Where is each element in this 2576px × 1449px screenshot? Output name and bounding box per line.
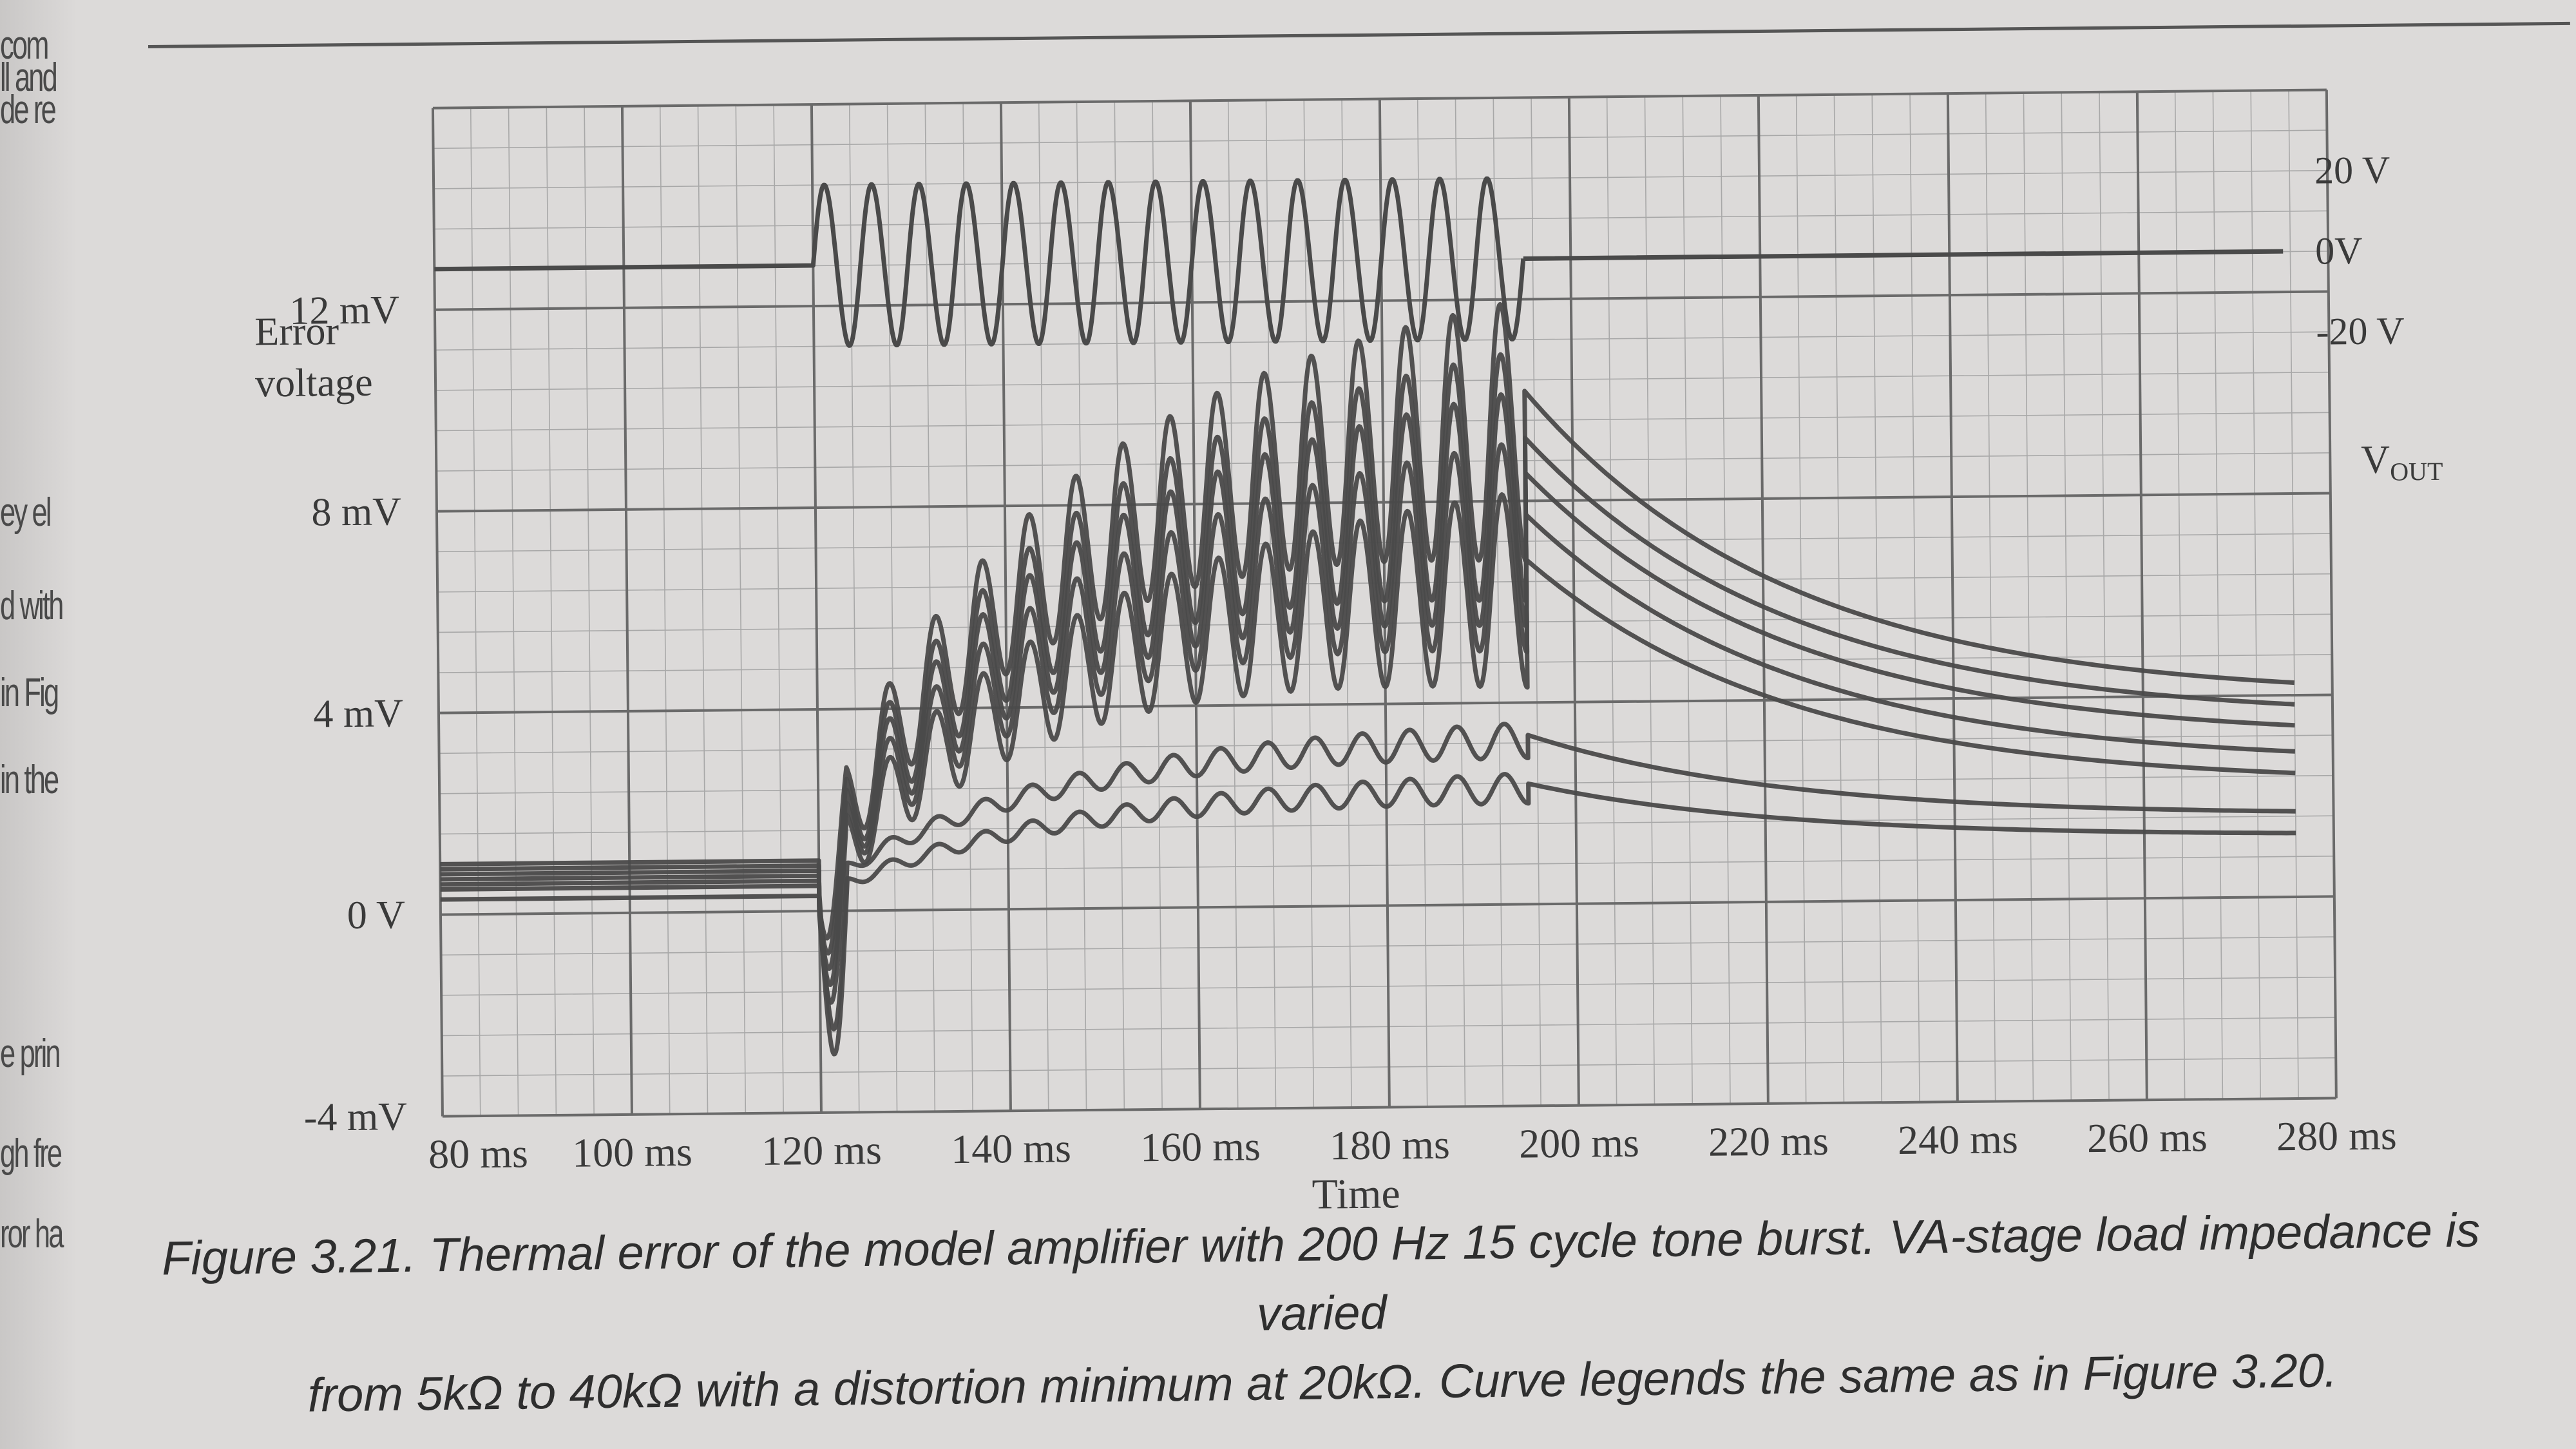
grid-line-major-v [1757,95,1770,1104]
grid-line-major-h [440,895,2334,916]
grid-major [431,88,2338,1118]
grid-line-minor-v [697,105,709,1114]
grid-line-minor-v [2099,91,2110,1100]
error-trace [440,392,2295,971]
grid-line-minor-v [2061,92,2072,1101]
x-tick-label: 140 ms [951,1125,1071,1172]
grid-line-major-v [1567,97,1580,1106]
grid-line-minor-v [508,107,519,1116]
grid-line-minor-v [1909,93,1920,1102]
grid-line-minor-v [962,102,973,1111]
y-tick-label: -4 mV [303,1095,407,1140]
margin-fragment: e prin [0,1032,61,1076]
x-axis-label: Time [1312,1170,1400,1218]
margin-fragment: de re [0,88,57,132]
error-trace [440,772,2296,1057]
x-tick-label: 240 ms [1898,1116,2018,1163]
grid-line-minor-v [2250,90,2262,1099]
grid-line-major-v [2135,91,2148,1100]
y-axis-label-line-1: Error [254,309,339,354]
grid-line-major-h [432,88,2327,110]
margin-fragment: in the [0,758,59,802]
y-tick-label: 12 mV [289,288,399,333]
grid-line-minor-v [1682,96,1693,1105]
grid-line-minor-v [773,104,784,1113]
grid-line-minor-v [1720,95,1731,1104]
grid-line-minor-v [584,106,595,1115]
grid-line-major-v [2325,90,2338,1099]
x-tick-labels: 80 ms 100 ms 120 ms 140 ms 160 ms 180 ms 200 m… [428,1113,2397,1177]
x-tick-label: 260 ms [2087,1114,2208,1161]
grid-line-major-v [431,108,444,1117]
grid-line-minor-v [1303,99,1315,1108]
grid-line-minor-v [659,106,671,1115]
grid-line-minor-v [1833,94,1845,1103]
margin-fragment: gh fre [0,1131,62,1176]
margin-fragment: ey el [0,490,52,535]
x-tick-label: 280 ms [2276,1113,2397,1160]
x-tick-label: 80 ms [428,1130,528,1176]
vout-trace [434,176,2284,348]
grid-line-minor-v [2023,92,2034,1101]
grid-line-major-h [434,290,2329,311]
vout-label: VOUT [2361,437,2443,486]
vout-label-main: V [2361,438,2390,482]
grid-line-minor-v [1644,96,1655,1105]
vout-tick-labels: 20 V 0V -20 V [2314,149,2405,353]
grid-line-minor-v [2174,91,2186,1100]
x-tick-label: 220 ms [1708,1118,1829,1165]
grid-line-minor-v [1455,98,1466,1107]
error-trace [440,302,2295,941]
grid-line-minor-v [1493,97,1504,1106]
x-tick-label: 180 ms [1330,1122,1450,1169]
margin-fragment: ror ha [0,1212,64,1256]
margin-fragment: d with [0,584,64,628]
vout-label-subscript: OUT [2390,457,2443,486]
grid-line-minor-v [924,103,936,1112]
margin-fragment: in Fig [0,671,59,715]
x-tick-label: 200 ms [1519,1120,1639,1167]
grid-line-minor-v [886,103,898,1112]
grid-line-minor-v [1265,100,1277,1109]
grid-line-minor-v [848,104,860,1113]
error-trace [440,722,2296,1032]
grid-line-minor-v [1795,95,1807,1104]
y-tick-label: 4 mV [313,691,403,736]
y-tick-label: 8 mV [311,490,401,534]
error-trace [440,492,2296,1005]
grid-line-minor-v [2288,90,2299,1099]
grid-line-minor-v [546,107,557,1115]
grid-line-major-v [620,106,633,1115]
grid-line-minor-v [2212,91,2224,1100]
previous-page-edge: com ll and de re ey el d with in Fig in … [0,0,77,1449]
y-tick-label: 0 V [347,893,405,937]
grid-line-minor-v [470,108,481,1117]
error-trace [440,442,2296,987]
x-tick-label: 160 ms [1140,1123,1261,1170]
grid-line-major-h [442,1097,2336,1118]
x-tick-label: 100 ms [572,1129,692,1176]
grid-line-major-v [1946,93,1959,1102]
y-axis-label-line-2: voltage [255,361,373,406]
vout-tick-label: 20 V [2314,149,2390,192]
figure-caption: Figure 3.21. Thermal error of the model … [129,1195,2515,1432]
axis-labels: Error voltage Time VOUT [254,309,2443,1218]
grid-line-minor-v [735,105,747,1114]
margin-fragment: ll and [0,55,58,100]
vout-tick-label: -20 V [2316,309,2405,352]
grid-line-minor-v [1985,93,1996,1102]
grid-line-minor-v [1076,102,1087,1111]
grid-line-minor-v [1606,97,1617,1106]
x-tick-label: 120 ms [761,1127,882,1174]
error-trace [440,352,2295,956]
grid-line-major-h [436,492,2331,513]
grid-line-minor-v [1871,94,1883,1103]
vout-tick-label: 0V [2315,229,2363,273]
grid-line-minor-v [1531,97,1541,1106]
margin-fragment: com [0,23,49,68]
trace-group [434,176,2296,1057]
y-tick-labels: 12 mV 8 mV 4 mV 0 V -4 mV [289,288,407,1140]
